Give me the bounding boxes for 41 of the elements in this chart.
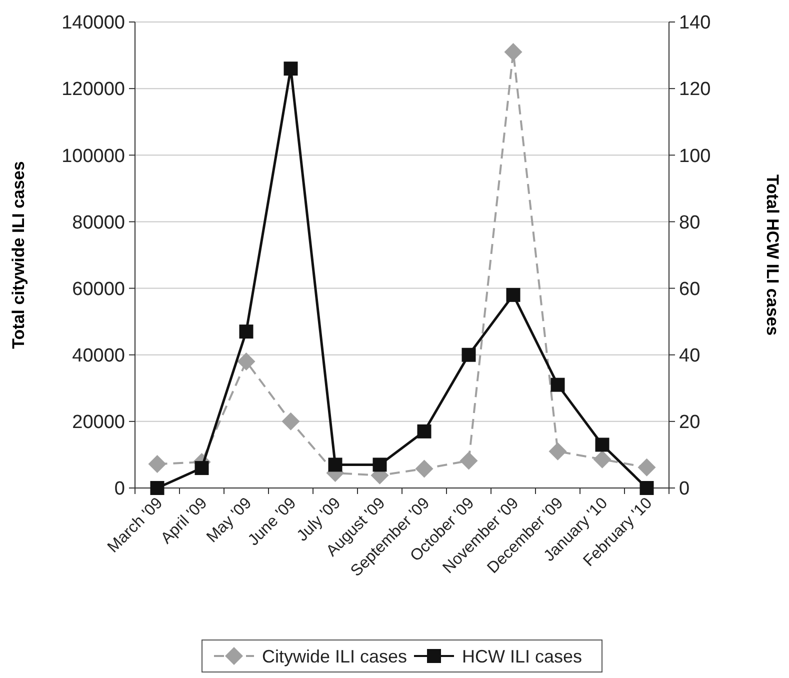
point [282,412,300,430]
y2-tick-label: 100 [679,146,711,167]
y2-tick-label: 120 [679,79,711,100]
point [237,352,256,371]
point [640,481,654,495]
y-tick-label: 100000 [62,146,125,167]
point [595,438,610,452]
point [548,442,567,460]
y2-axis-title: Total HCW ILI cases [763,174,782,336]
y-tick-label: 60000 [72,278,125,300]
legend-label: Citywide ILI cases [262,646,408,666]
point [194,461,209,476]
y-tick-label: 140000 [62,12,125,34]
y-tick-label: 0 [114,478,125,500]
y-tick-label: 80000 [72,212,125,234]
y2-tick-label: 20 [679,412,700,434]
y2-tick-label: 40 [679,346,700,367]
point [284,62,298,76]
y-tick-label: 20000 [72,412,125,434]
point [372,458,387,472]
point [506,288,520,302]
y2-tick-label: 0 [679,478,690,500]
point [417,424,432,438]
y2-tick-label: 80 [679,212,700,234]
point [504,42,522,61]
point [638,458,656,476]
point [148,455,166,474]
point [593,450,612,468]
point [460,452,478,470]
y-tick-label: 120000 [62,79,125,100]
y2-tick-label: 60 [679,278,700,300]
point [462,348,476,362]
point [415,460,434,478]
point [550,378,565,392]
point [150,481,164,495]
y-axis-title: Total citywide ILI cases [9,161,28,349]
point [328,458,342,472]
legend-label: HCW ILI cases [462,646,582,666]
y-tick-label: 40000 [72,346,125,367]
point [239,324,254,339]
y2-tick-label: 140 [679,12,711,34]
